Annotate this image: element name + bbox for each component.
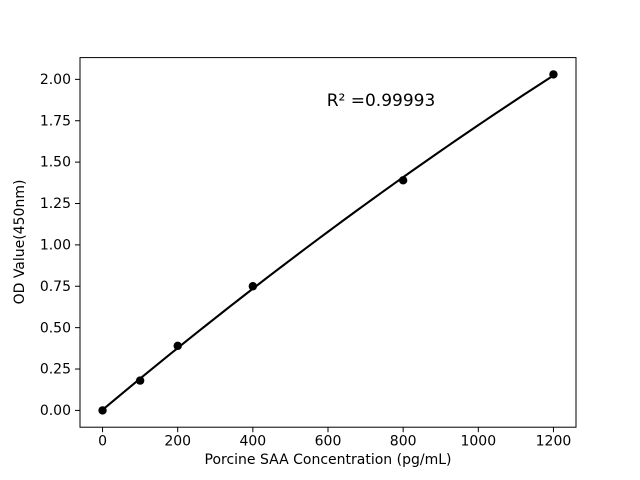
data-point-marker: [398, 176, 408, 185]
data-point-marker: [135, 376, 145, 385]
fit-curve: [101, 74, 555, 411]
x-tick-label: 1000: [460, 434, 496, 450]
x-tick-label: 800: [390, 434, 417, 450]
plot-frame: [79, 57, 577, 428]
y-tick-label: 0.00: [40, 403, 71, 419]
x-tick-label: 200: [164, 434, 191, 450]
y-tick-label: 0.50: [40, 320, 71, 336]
y-tick-label: 2.00: [40, 72, 71, 88]
data-point-marker: [549, 70, 558, 79]
y-tick-label: 0.75: [40, 279, 71, 295]
y-tick-label: 1.50: [40, 155, 71, 171]
y-tick-label: 1.00: [40, 238, 71, 254]
y-tick-label: 1.25: [40, 196, 71, 212]
x-tick-label: 1200: [536, 434, 572, 450]
x-tick-label: 600: [315, 434, 342, 450]
x-axis-label: Porcine SAA Concentration (pg/mL): [204, 452, 452, 468]
data-point-marker: [173, 341, 182, 351]
x-tick-label: 0: [98, 434, 107, 450]
y-tick-label: 0.25: [40, 362, 71, 378]
r-squared-annotation: R² =0.99993: [326, 91, 436, 111]
y-axis-label: OD Value(450nm): [12, 179, 28, 305]
data-point-marker: [248, 282, 258, 291]
y-tick-label: 1.75: [40, 113, 71, 129]
data-point-marker: [98, 406, 107, 415]
x-tick-label: 400: [239, 434, 266, 450]
